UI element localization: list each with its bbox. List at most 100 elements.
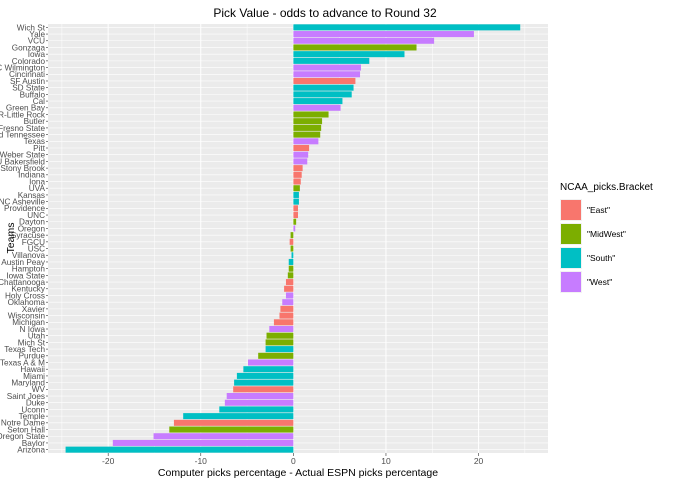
y-tick-label: Maryland [11,379,45,388]
legend-swatch [561,248,581,268]
bar [287,272,294,279]
y-axis-tick-labels: Wich StYaleVCUGonzagaIowaColoradoUNC Wil… [0,23,48,455]
y-tick-label: Xavier [22,305,45,314]
chart-title: Pick Value - odds to advance to Round 32 [213,6,437,20]
bar [291,252,294,259]
y-tick-label: Gonzaga [12,43,46,52]
y-tick-label: Providence [4,204,45,213]
bar [293,165,303,172]
y-tick-label: Hawaii [20,365,45,374]
bar [243,366,294,373]
y-tick-label: Miami [23,372,45,381]
bar [279,312,294,319]
y-tick-label: Mich St [18,338,46,347]
y-tick-label: UNC Asheville [0,198,45,207]
y-tick-label: Kentucky [11,285,46,294]
x-tick-label: 10 [381,456,391,466]
x-axis-tick-labels: -20 -10 0 10 20 [102,453,484,466]
y-tick-label: Iona [29,177,45,186]
bar [293,51,405,58]
bar [219,406,294,413]
y-tick-label: Buffalo [20,90,46,99]
x-tick-label: -10 [195,456,208,466]
y-tick-label: Hampton [12,265,46,274]
y-tick-label: Wich St [17,23,46,32]
y-tick-label: Pitt [33,144,46,153]
y-tick-label: Temple [19,412,46,421]
bar [282,299,294,306]
bar [293,44,417,51]
legend-swatch [561,272,581,292]
bar [293,98,343,105]
y-tick-label: USC [28,244,45,253]
y-tick-label: SD State [12,84,45,93]
y-tick-label: Stony Brook [0,164,46,173]
bar [269,325,294,333]
bar [293,198,299,205]
bar [293,225,296,232]
y-tick-label: Chattanooga [0,278,45,287]
x-tick-label: 0 [291,456,296,466]
legend-swatch [561,200,581,220]
bar [65,446,294,453]
bar [293,158,308,165]
bars [65,24,521,453]
gridlines [48,24,548,453]
bar [288,265,294,272]
y-tick-label: Baylor [22,439,45,448]
x-tick-label: -20 [102,456,115,466]
bar [293,178,301,185]
y-axis-label: Teams [5,223,17,254]
bar [234,379,294,386]
y-tick-label: Syracuse [11,231,46,240]
bar [293,144,310,152]
y-tick-label: FGCU [22,238,45,247]
bar [293,118,323,125]
y-tick-label: Purdue [19,352,46,361]
bar [284,285,294,292]
bar [183,413,294,420]
bar [293,138,319,145]
y-tick-label: Yale [29,30,45,39]
bar [273,319,294,326]
bar [293,191,299,198]
bar [173,419,294,426]
bar [293,205,298,212]
legend-title: NCAA_picks.Bracket [560,182,653,193]
y-tick-label: UVA [29,184,46,193]
y-tick-label: Colorado [12,57,46,66]
bar [236,372,294,379]
y-tick-label: Indiana [18,171,45,180]
legend-items: "East" "MidWest" "South" "West" [560,199,626,293]
y-tick-label: Mid Tennessee [0,131,45,140]
bar [293,104,341,111]
y-tick-label: Michigan [12,318,45,327]
bar [248,359,294,366]
y-tick-label: AR-Little Rock [0,110,46,119]
bar [293,91,352,98]
legend-swatch [561,224,581,244]
y-tick-label: Duke [26,399,46,408]
bar [293,24,521,31]
y-tick-label: Austin Peay [1,258,46,267]
bar [290,245,294,252]
y-tick-label: Dayton [19,218,45,227]
y-tick-label: Iowa State [6,271,45,280]
bar [265,346,294,353]
bar [293,111,329,118]
y-tick-label: Oklahoma [8,298,46,307]
y-tick-label: Green Bay [6,104,46,113]
y-tick-label: CSU Bakersfield [0,157,45,166]
bar [293,37,435,44]
bar [293,71,361,78]
legend-label: "West" [587,277,612,287]
y-tick-label: UNC [27,211,45,220]
bar [288,258,294,265]
y-tick-label: Oregon State [0,432,45,441]
y-tick-label: Texas Tech [4,345,45,354]
bar [258,352,294,359]
y-tick-label: WV [32,385,46,394]
legend-label: "East" [587,205,610,215]
y-tick-label: Holy Cross [5,291,45,300]
